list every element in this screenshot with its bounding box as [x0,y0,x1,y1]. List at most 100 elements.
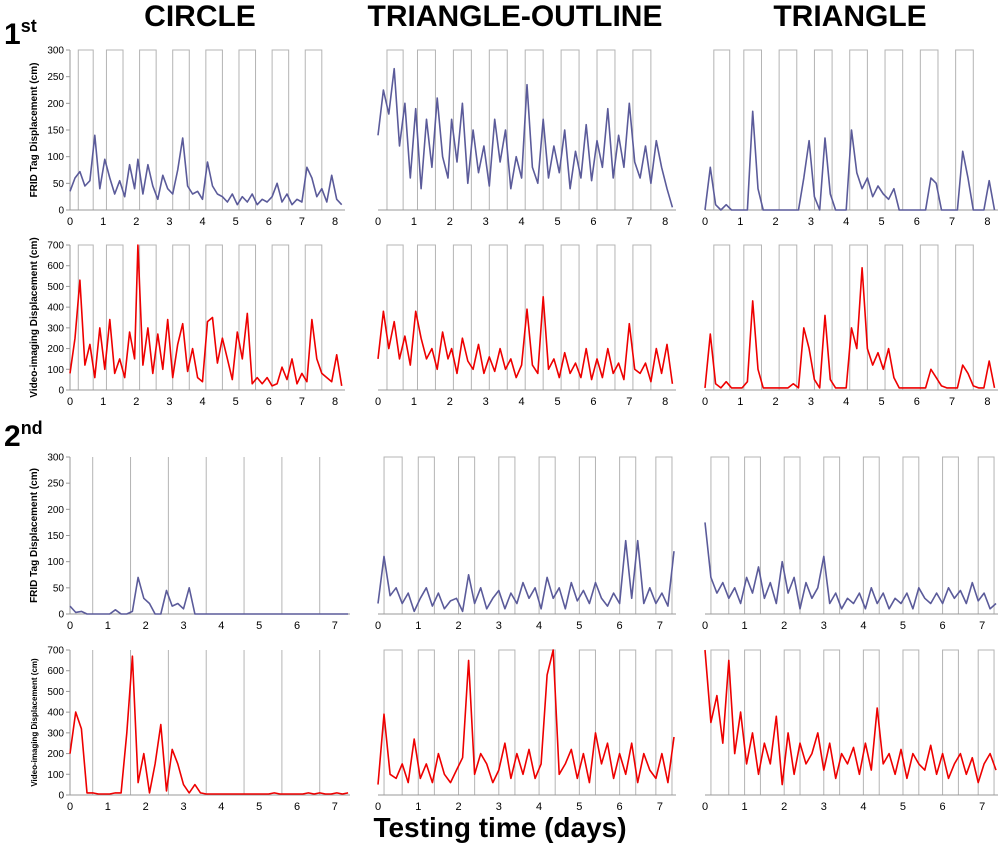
panel-6-xtick-label-3: 3 [180,620,186,632]
panel-3-xtick-label-3: 3 [166,396,172,408]
panel-5-xtick-label-6: 6 [914,396,920,408]
panel-3-light-box-3 [172,244,190,390]
panel-3-light-box-7 [304,244,323,390]
panel-8-xtick-label-7: 7 [979,620,985,632]
panel-10-xtick-label-1: 1 [415,801,421,813]
panel-8-xtick-label-2: 2 [781,620,787,632]
panel-7-xtick-label-5: 5 [576,620,582,632]
panel-7-xtick-label-0: 0 [375,620,381,632]
panel-4-light-box-3 [488,244,508,390]
panel-1-xtick-label-1: 1 [411,216,417,228]
panel-3-light-box-6 [271,244,290,390]
panel-11-light-box-6 [942,649,959,795]
panel-0-series-line [69,134,343,206]
panel-11-xtick-label-1: 1 [742,801,748,813]
panel-6-series-line [69,576,349,615]
panel-2-light-box-4 [849,49,868,210]
panel-7-xtick-label-1: 1 [415,620,421,632]
panel-6-xtick-label-4: 4 [218,620,224,632]
panel-2-xtick-label-0: 0 [702,216,708,228]
panel-7-xtick-label-4: 4 [536,620,542,632]
panel-9-xtick-label-7: 7 [332,801,338,813]
panel-5-xtick-label-0: 0 [702,396,708,408]
panel-1-light-box-4 [524,49,544,210]
panel-2-light-box-5 [884,49,904,210]
panel-7-light-box-6 [619,456,637,614]
panel-1-xtick-label-7: 7 [626,216,632,228]
panel-8-light-box-2 [783,456,801,614]
panel-10-light-box-3 [498,649,516,795]
panel-10-xtick-label-0: 0 [375,801,381,813]
panel-5-xtick-label-8: 8 [984,396,990,408]
panel-11-light-box-5 [902,649,920,795]
panel-2-light-box-7 [955,49,974,210]
panel-2-light-box-2 [778,49,798,210]
panel-8-xtick-label-4: 4 [860,620,866,632]
panel-0-ytick-label-1: 50 [53,179,65,190]
panel-9-xtick-label-3: 3 [180,801,186,813]
panel-8-light-box-3 [823,456,841,614]
panel-9-xtick-label-1: 1 [105,801,111,813]
panel-2-xtick-label-6: 6 [914,216,920,228]
panel-1-xtick-label-3: 3 [483,216,489,228]
panel-4-xtick-label-3: 3 [483,396,489,408]
panel-7-xtick-label-2: 2 [455,620,461,632]
panel-4-series-line [377,295,674,384]
panel-10-xtick-label-5: 5 [576,801,582,813]
panel-6-ytick-label-6: 300 [47,453,64,464]
panel-5-light-box-6 [919,244,939,390]
panel-6-xtick-label-5: 5 [256,620,262,632]
panel-5-series-line [704,266,996,389]
panel-10-light-box-7 [655,649,673,795]
panel-2-light-box-3 [813,49,833,210]
panel-10-light-box-4 [538,649,556,795]
panel-7-xtick-label-6: 6 [617,620,623,632]
column-title-circle: CIRCLE [144,0,256,33]
panel-4-light-box-5 [560,244,580,390]
panel-9-ytick-label-6: 600 [47,666,64,677]
panel-3-light-box-1 [105,244,124,390]
panel-6-ytick-label-2: 100 [47,557,64,568]
panel-0-xtick-label-6: 6 [266,216,272,228]
panel-1-light-box-6 [596,49,616,210]
panel-5-xtick-label-1: 1 [737,396,743,408]
panel-0-xtick-label-8: 8 [332,216,338,228]
panel-1-light-box-2 [452,49,472,210]
panel-9-xtick-label-5: 5 [256,801,262,813]
panel-5-xtick-label-7: 7 [949,396,955,408]
row-label-second-num: 2 [4,420,21,453]
panel-9-xtick-label-0: 0 [67,801,73,813]
panel-9-xtick-label-4: 4 [218,801,224,813]
panel-4-light-box-1 [416,244,436,390]
panel-11-xtick-label-5: 5 [900,801,906,813]
panel-11-light-box-7 [977,649,995,795]
panel-0-light-box-7 [304,49,323,210]
panel-8-xtick-label-6: 6 [940,620,946,632]
panel-8-light-box-1 [744,456,761,614]
panel-9-y-axis-label: Video-imaging Displacement (cm) [30,658,39,787]
panel-7-light-box-1 [417,456,435,614]
panel-2-xtick-label-5: 5 [878,216,884,228]
panel-0-y-axis-label: FRID Tag Displacement (cm) [29,63,40,198]
panel-3-ytick-label-6: 600 [47,261,64,272]
panel-3-light-box-4 [205,244,223,390]
panel-11-light-box-3 [823,649,841,795]
panel-0-light-box-2 [139,49,157,210]
panel-0-xtick-label-5: 5 [233,216,239,228]
panel-1-xtick-label-5: 5 [554,216,560,228]
panel-9-ytick-label-7: 700 [47,646,64,657]
panel-2-xtick-label-2: 2 [773,216,779,228]
panel-8-light-box-7 [977,456,995,614]
panel-7-light-box-0 [383,456,403,614]
panel-2-light-box-0 [713,49,731,210]
panel-7-series-line [377,539,675,613]
panel-1-xtick-label-0: 0 [375,216,381,228]
panel-4-xtick-label-2: 2 [447,396,453,408]
panel-0-light-box-5 [238,49,257,210]
panel-11-xtick-label-0: 0 [702,801,708,813]
panel-8-light-box-5 [902,456,920,614]
panel-6-xtick-label-1: 1 [105,620,111,632]
panel-10-xtick-label-3: 3 [496,801,502,813]
panel-0-ytick-label-0: 0 [58,206,64,217]
